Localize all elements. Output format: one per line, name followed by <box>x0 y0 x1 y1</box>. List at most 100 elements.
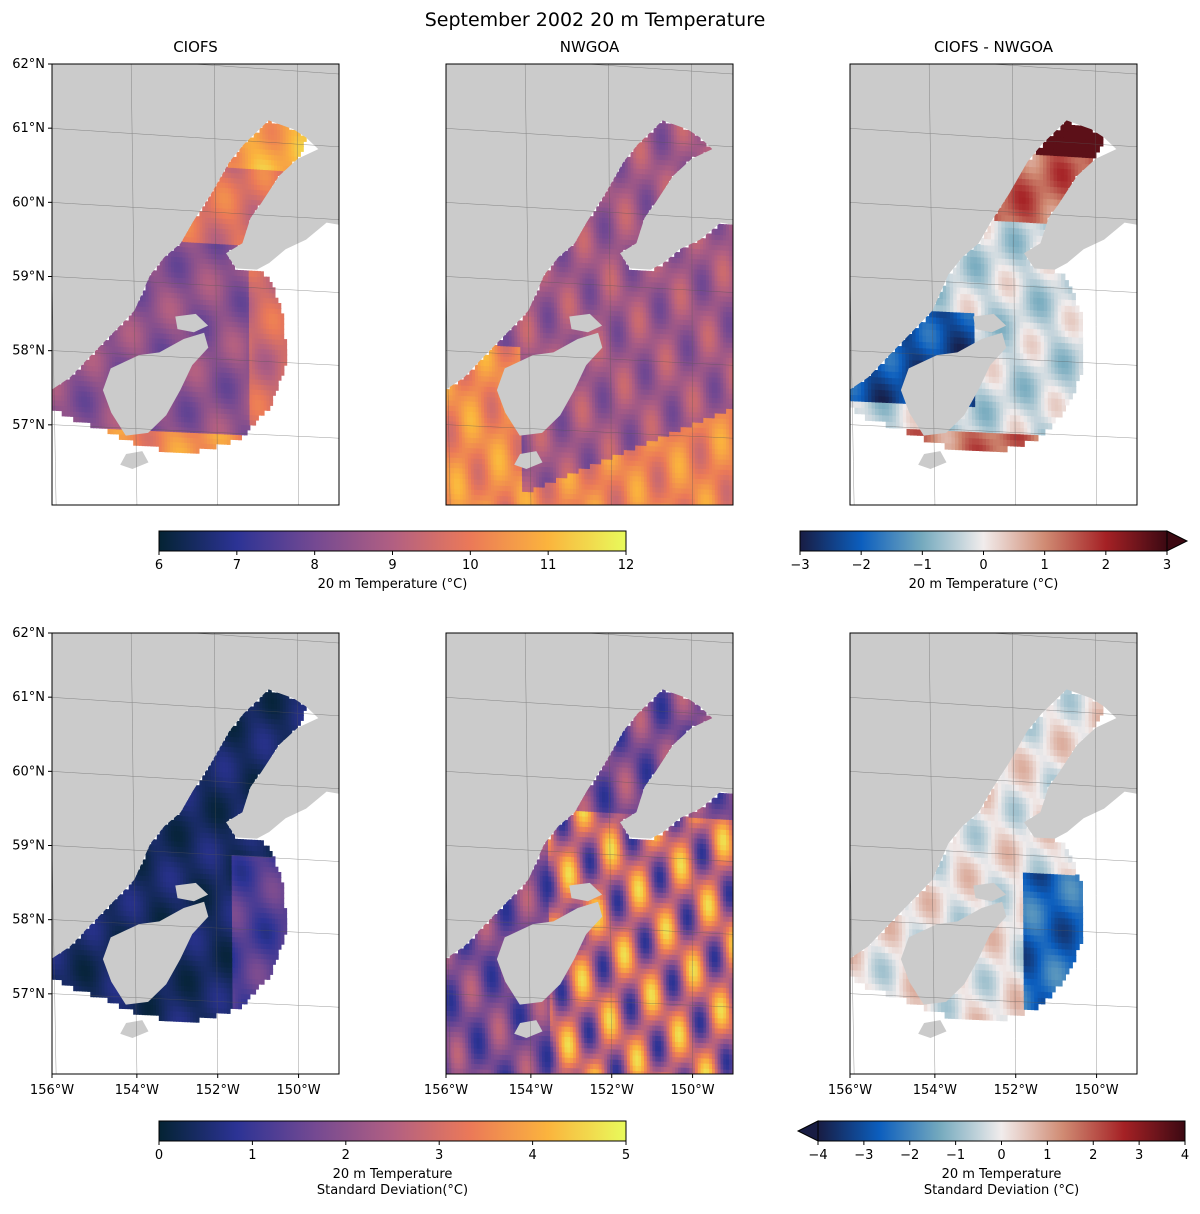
colorbar-cb-mean-diff: −3 −2 −1 0 1 2 3 20 m Temperature (°C) <box>790 530 1189 592</box>
panel-frame <box>51 63 340 506</box>
colorbar-label: Standard Deviation(°C) <box>317 1183 468 1198</box>
colorbar-tick-label: 9 <box>388 558 396 573</box>
colorbar-tick-label: 11 <box>540 558 557 573</box>
field-cells <box>52 687 307 1023</box>
colorbar-tick-label: 0 <box>155 1148 163 1163</box>
colorbar-gradient <box>799 530 1168 552</box>
colorbar-label: 20 m Temperature (°C) <box>318 577 468 592</box>
map-panel-diff-mean: CIOFS - NWGOA <box>849 38 1138 506</box>
lat-tick-label: 57°N <box>12 987 45 1002</box>
colorbar-tick-label: 0 <box>979 558 987 573</box>
colorbar-cb-mean: 6 7 8 9 10 11 12 20 m Temperature (°C) <box>155 530 635 592</box>
colorbar-label: 20 m Temperature (°C) <box>909 577 1059 592</box>
map-panel-ciofs-mean: CIOFS 62°N 61°N 60°N 59°N 58°N 57°N <box>12 38 340 506</box>
colorbar-tick-label: −4 <box>808 1148 827 1163</box>
colorbar-tick-label: −2 <box>852 558 871 573</box>
lon-tick-label: 152°W <box>994 1083 1038 1098</box>
figure-title: September 2002 20 m Temperature <box>425 9 766 31</box>
colorbar-tick-label: 3 <box>435 1148 443 1163</box>
map-panel-nwgoa-std: 156°W 154°W 152°W 150°W <box>424 632 734 1098</box>
colorbar-tick-label: −1 <box>913 558 932 573</box>
colorbar-tick-label: −3 <box>790 558 809 573</box>
map-panels: CIOFS 62°N 61°N 60°N 59°N 58°N 57°N NWGOA CIOFS … <box>12 38 1138 1098</box>
lon-tick-label: 154°W <box>115 1083 159 1098</box>
lat-tick-label: 62°N <box>12 57 45 72</box>
lat-tick-label: 60°N <box>12 764 45 779</box>
land-mask <box>850 64 1137 469</box>
map-panel-ciofs-std: 62°N 61°N 60°N 59°N 58°N 57°N 156°W 154°W 152°W 1… <box>12 626 340 1098</box>
graticule <box>850 64 1137 505</box>
colorbar-tick-label: 8 <box>311 558 319 573</box>
lon-tick-label: 156°W <box>30 1083 74 1098</box>
graticule <box>446 64 733 505</box>
lat-tick-label: 59°N <box>12 270 45 285</box>
lat-tick-label: 60°N <box>12 195 45 210</box>
graticule <box>850 633 1137 1074</box>
panel-frame <box>849 63 1138 506</box>
colorbar-label: Standard Deviation (°C) <box>924 1183 1079 1198</box>
lat-tick-label: 61°N <box>12 690 45 705</box>
lat-tick-label: 59°N <box>12 839 45 854</box>
colorbar-tick-label: 4 <box>528 1148 536 1163</box>
colorbar-tick-label: 7 <box>233 558 241 573</box>
lat-tick-label: 58°N <box>12 913 45 928</box>
colorbar-tick-label: 6 <box>155 558 163 573</box>
lat-tick-label: 61°N <box>12 121 45 136</box>
colorbar-tick-label: 1 <box>248 1148 256 1163</box>
colorbar-tick-label: 0 <box>997 1148 1005 1163</box>
land-mask <box>446 633 733 1038</box>
graticule <box>52 633 339 1074</box>
lat-tick-label: 57°N <box>12 418 45 433</box>
colorbar-tick-label: 2 <box>342 1148 350 1163</box>
colorbar-gradient <box>158 530 627 552</box>
colorbar-tick-label: −1 <box>946 1148 965 1163</box>
panel-title: CIOFS <box>173 38 218 56</box>
colorbar-tick-label: 1 <box>1041 558 1049 573</box>
lon-tick-label: 150°W <box>276 1083 320 1098</box>
land-mask <box>446 64 733 469</box>
panel-frame <box>51 632 340 1075</box>
colorbar-gradient <box>158 1120 627 1142</box>
colorbar-tick-label: 3 <box>1163 558 1171 573</box>
colorbar-label: 20 m Temperature <box>942 1167 1062 1182</box>
land-mask <box>850 633 1137 1038</box>
lon-tick-label: 150°W <box>670 1083 714 1098</box>
lon-tick-label: 156°W <box>424 1083 468 1098</box>
colorbar-tick-label: 4 <box>1181 1148 1189 1163</box>
lon-tick-label: 150°W <box>1074 1083 1118 1098</box>
colorbar-label: 20 m Temperature <box>333 1167 453 1182</box>
lat-tick-label: 58°N <box>12 344 45 359</box>
graticule <box>52 64 339 505</box>
map-panel-diff-std: 156°W 154°W 152°W 150°W <box>828 632 1138 1098</box>
colorbar-tick-label: −2 <box>900 1148 919 1163</box>
panel-frame <box>849 632 1138 1075</box>
land-mask <box>52 64 339 469</box>
graticule <box>446 633 733 1074</box>
lon-tick-label: 152°W <box>196 1083 240 1098</box>
colorbar-gradient <box>817 1120 1186 1142</box>
colorbar-tick-label: 1 <box>1043 1148 1051 1163</box>
colorbar-tick-label: 12 <box>618 558 635 573</box>
colorbar-tick-label: 5 <box>622 1148 630 1163</box>
map-panel-nwgoa-mean: NWGOA <box>445 38 734 506</box>
colorbar-extend-max <box>1166 530 1189 552</box>
panel-frame <box>445 632 734 1075</box>
colorbar-tick-label: 2 <box>1089 1148 1097 1163</box>
lon-tick-label: 154°W <box>509 1083 553 1098</box>
lat-tick-label: 62°N <box>12 626 45 641</box>
colorbar-extend-min <box>796 1120 819 1142</box>
land-mask <box>52 633 339 1038</box>
panel-title: CIOFS - NWGOA <box>934 38 1054 56</box>
panel-title: NWGOA <box>560 38 620 56</box>
lon-tick-label: 156°W <box>828 1083 872 1098</box>
panel-frame <box>445 63 734 506</box>
lon-tick-label: 154°W <box>913 1083 957 1098</box>
colorbar-tick-label: 10 <box>462 558 479 573</box>
colorbar-tick-label: −3 <box>854 1148 873 1163</box>
colorbar-tick-label: 3 <box>1135 1148 1143 1163</box>
colorbar-tick-label: 2 <box>1102 558 1110 573</box>
